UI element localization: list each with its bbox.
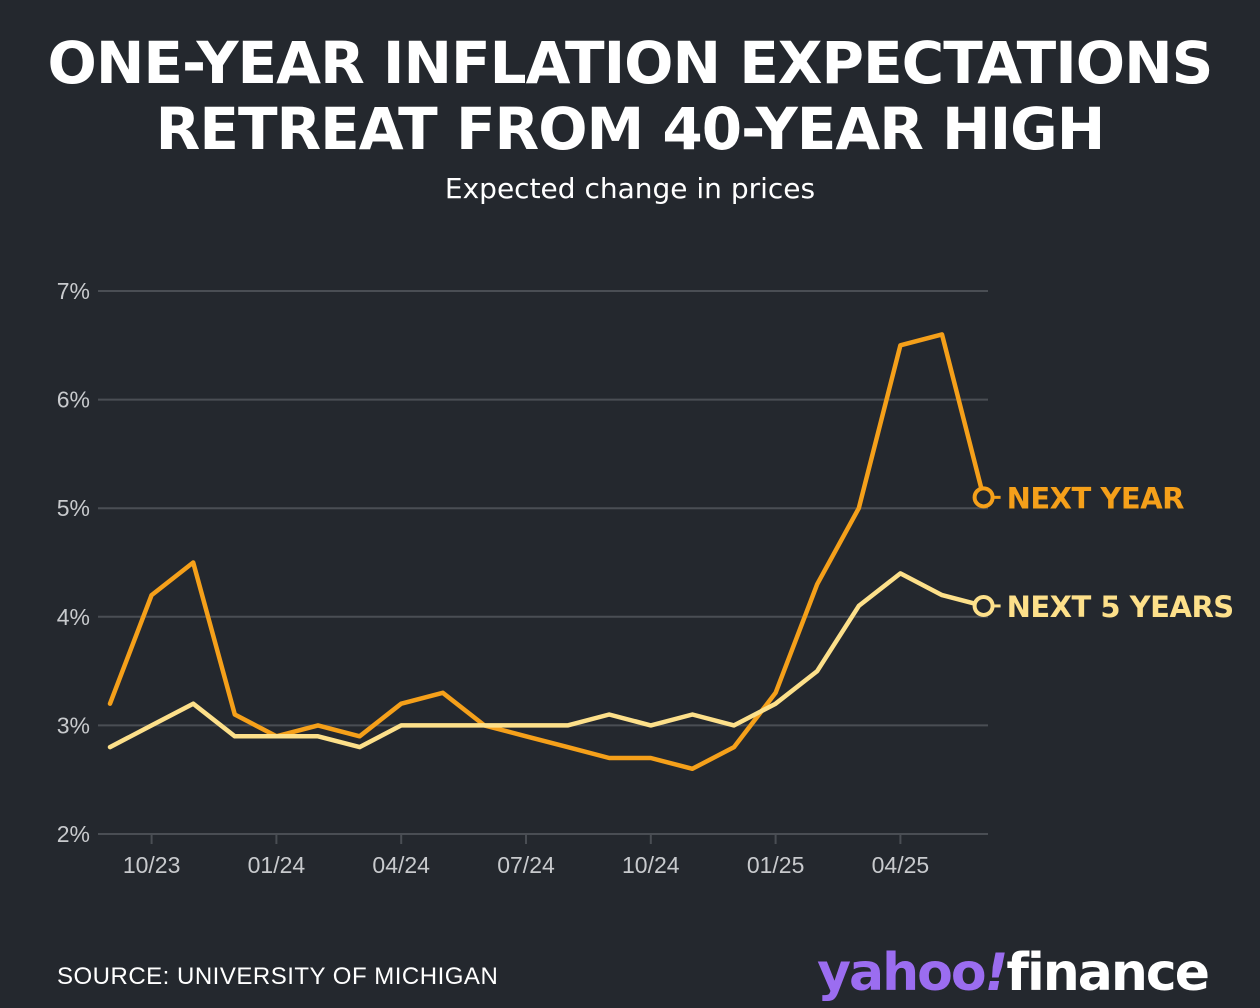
x-tick-label-1: 01/24 [248, 852, 306, 878]
y-tick-label-6: 6% [57, 387, 90, 413]
end-marker-next-5-years [972, 594, 995, 617]
y-tick-label-7: 7% [57, 278, 90, 304]
y-tick-label-4: 4% [57, 604, 90, 630]
chart-subtitle: Expected change in prices [444, 172, 816, 205]
y-tick-label-3: 3% [57, 712, 90, 738]
source-note: SOURCE: UNIVERSITY OF MICHIGAN [57, 963, 499, 990]
y-tick-label-2: 2% [57, 821, 90, 847]
end-marker-next-year [972, 486, 995, 509]
x-tick-label-2: 04/24 [372, 852, 430, 878]
x-tick-label-0: 10/23 [123, 852, 181, 878]
x-tick-label-4: 10/24 [622, 852, 680, 878]
logo-finance-text: finance [1006, 943, 1210, 1003]
title-line-1: ONE-YEAR INFLATION EXPECTATIONS [47, 29, 1214, 97]
x-tick-label-5: 01/25 [747, 852, 805, 878]
title-line-2: RETREAT FROM 40-YEAR HIGH [155, 95, 1106, 163]
series-line-next-5-years [107, 571, 986, 750]
yahoo-finance-logo: yahoo!finance [817, 938, 1210, 1008]
series-label-next-5-years: NEXT 5 YEARS [1007, 590, 1234, 624]
x-tick-label-6: 04/25 [872, 852, 930, 878]
logo-bang-text: ! [984, 943, 1009, 1003]
y-tick-label-5: 5% [57, 495, 90, 521]
x-tick-label-3: 07/24 [497, 852, 555, 878]
series-line-next-year [107, 332, 986, 772]
series-label-next-year: NEXT YEAR [1007, 481, 1185, 515]
chart-title: ONE-YEAR INFLATION EXPECTATIONS RETREAT … [0, 30, 1260, 162]
logo-yahoo-text: yahoo [817, 943, 986, 1003]
